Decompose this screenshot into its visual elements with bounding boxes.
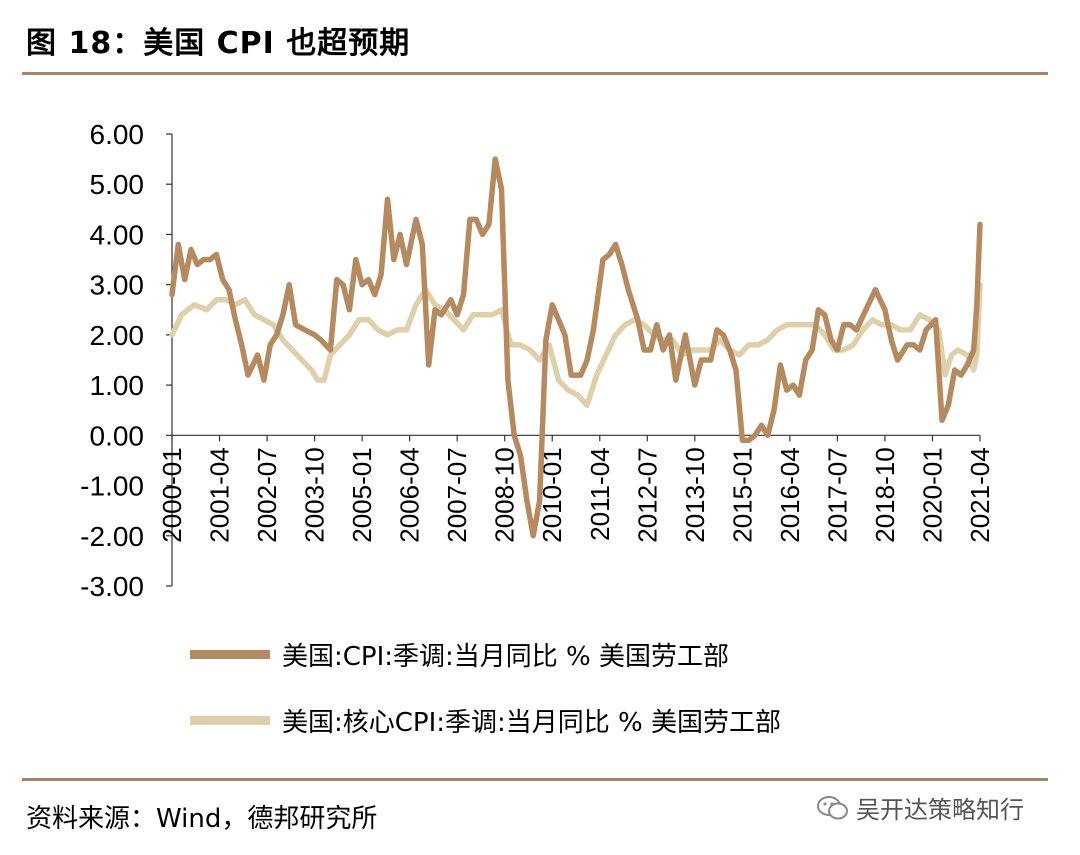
y-tick-label: -3.00 [80, 571, 144, 602]
x-tick-label: 2016-04 [775, 447, 805, 542]
x-tick-label: 2008-10 [490, 447, 520, 542]
x-tick-label: 2002-07 [252, 447, 282, 542]
legend-item-cpi: 美国:CPI:季调:当月同比 % 美国劳工部 [190, 636, 729, 673]
series-line-core-cpi [169, 281, 983, 408]
source-note: 资料来源：Wind，德邦研究所 [26, 804, 378, 834]
top-divider [22, 72, 1048, 75]
x-tick-label: 2018-10 [870, 447, 900, 542]
x-tick-label: 2013-10 [680, 447, 710, 542]
series-layer [169, 156, 983, 539]
x-tick-label: 2011-04 [585, 447, 615, 541]
watermark-text: 吴开达策略知行 [856, 796, 1024, 824]
wechat-icon [817, 795, 848, 819]
legend-label-core-cpi: 美国:核心CPI:季调:当月同比 % 美国劳工部 [282, 708, 782, 738]
y-tick-label: 5.00 [90, 169, 145, 200]
x-tick-label: 2020-01 [917, 447, 947, 542]
x-tick-label: 2006-04 [395, 447, 425, 542]
x-tick-label: 2017-07 [822, 447, 852, 542]
x-tick-label: 2015-01 [727, 447, 757, 542]
x-tick-label: 2003-10 [300, 447, 330, 542]
x-tick-label: 2007-07 [442, 447, 472, 542]
legend-item-core-cpi: 美国:核心CPI:季调:当月同比 % 美国劳工部 [190, 702, 781, 739]
legend-swatch-core-cpi [190, 716, 270, 725]
y-tick-label: 0.00 [90, 420, 145, 451]
x-tick-label: 2005-01 [347, 447, 377, 542]
x-tick-label: 2012-07 [632, 447, 662, 542]
line-chart: 6.00 5.00 4.00 3.00 2.00 1.00 0.00 -1.00 -2.00 -3… [80, 119, 995, 602]
legend-swatch-cpi [190, 650, 270, 659]
axes-layer: 6.00 5.00 4.00 3.00 2.00 1.00 0.00 -1.00 -2.00 -3… [80, 119, 995, 602]
chart-title: 图 18：美国 CPI 也超预期 [26, 26, 411, 61]
bottom-divider [22, 778, 1048, 781]
y-tick-label: 6.00 [90, 119, 145, 150]
y-tick-label: 1.00 [90, 370, 145, 401]
series-line-cpi [169, 156, 983, 539]
legend-label-cpi: 美国:CPI:季调:当月同比 % 美国劳工部 [282, 642, 730, 672]
y-tick-label: 4.00 [90, 219, 145, 250]
x-tick-label: 2021-04 [965, 447, 995, 542]
y-tick-label: 3.00 [90, 270, 145, 301]
y-tick-label: -1.00 [80, 471, 144, 502]
y-tick-label: -2.00 [80, 521, 144, 552]
y-tick-label: 2.00 [90, 320, 145, 351]
x-tick-label: 2000-01 [157, 447, 187, 542]
x-tick-label: 2001-04 [205, 447, 235, 542]
watermark: 吴开达策略知行 [816, 790, 1024, 825]
